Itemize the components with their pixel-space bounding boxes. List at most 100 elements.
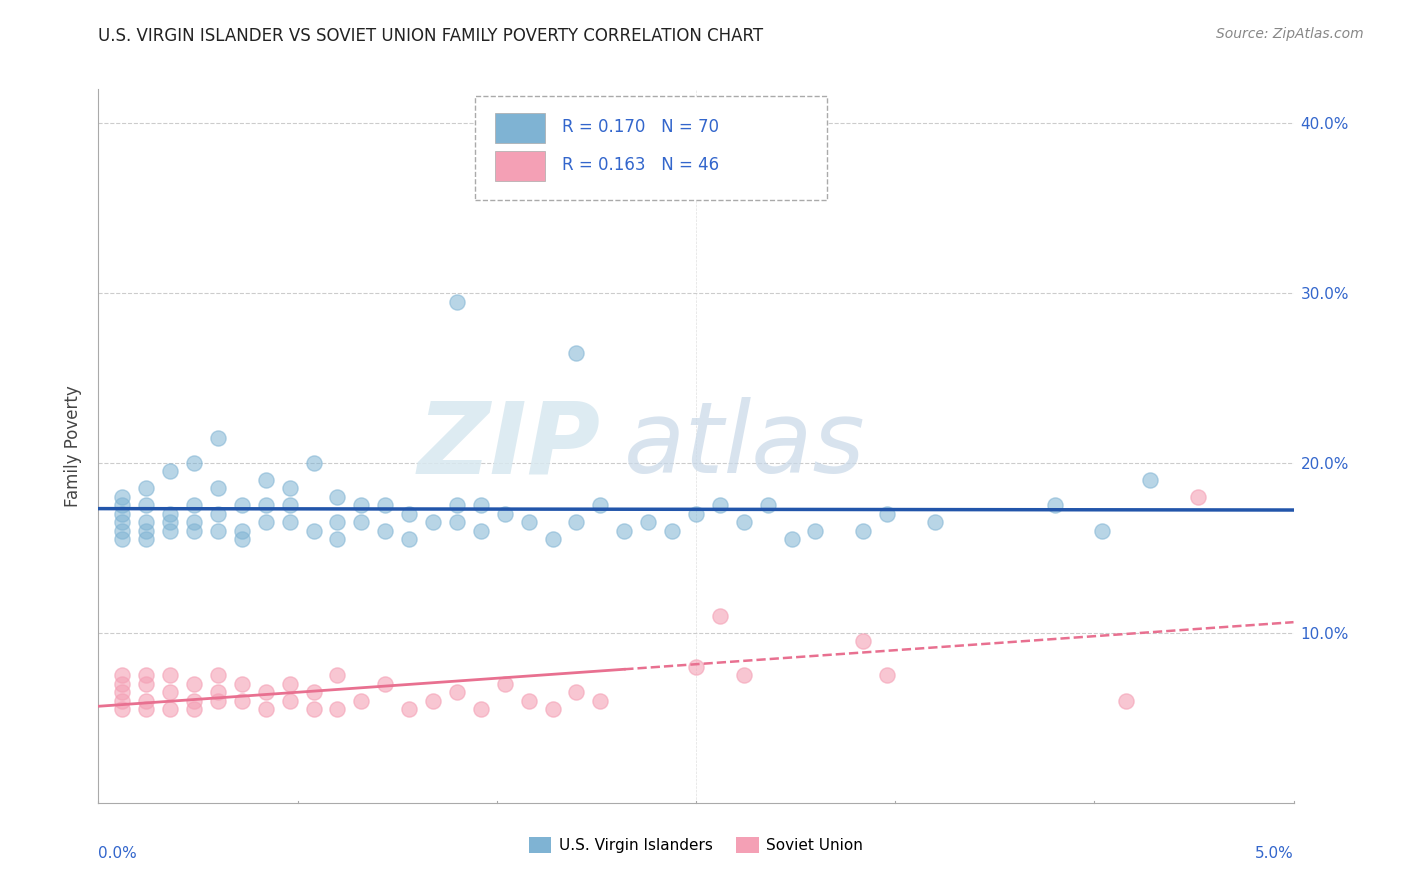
Point: [159, 702, 181, 716]
Point: [398, 702, 420, 716]
Point: [326, 702, 349, 716]
Point: [565, 516, 588, 530]
Point: [709, 608, 731, 623]
Text: R = 0.170   N = 70: R = 0.170 N = 70: [562, 118, 718, 136]
Point: [565, 345, 588, 359]
Point: [254, 473, 277, 487]
Point: [111, 499, 134, 513]
Point: [852, 524, 875, 538]
Point: [278, 694, 301, 708]
Text: ZIP: ZIP: [418, 398, 600, 494]
Point: [326, 668, 349, 682]
Point: [374, 499, 396, 513]
Point: [398, 507, 420, 521]
Point: [135, 677, 157, 691]
Point: [804, 524, 827, 538]
Point: [159, 516, 181, 530]
Point: [876, 507, 898, 521]
Point: [852, 634, 875, 648]
Point: [278, 499, 301, 513]
Point: [207, 694, 229, 708]
Y-axis label: Family Poverty: Family Poverty: [65, 385, 83, 507]
Point: [494, 677, 516, 691]
Point: [517, 694, 540, 708]
Point: [326, 516, 349, 530]
Point: [159, 524, 181, 538]
Point: [1043, 499, 1066, 513]
Point: [398, 533, 420, 547]
Point: [350, 516, 373, 530]
Point: [1115, 694, 1137, 708]
Point: [111, 524, 134, 538]
Point: [302, 524, 325, 538]
Point: [183, 677, 205, 691]
Text: 0.0%: 0.0%: [98, 846, 138, 861]
Point: [254, 702, 277, 716]
Point: [278, 516, 301, 530]
Point: [183, 694, 205, 708]
Point: [111, 533, 134, 547]
Point: [135, 533, 157, 547]
Point: [1187, 490, 1209, 504]
Point: [231, 694, 253, 708]
Point: [374, 524, 396, 538]
Legend: U.S. Virgin Islanders, Soviet Union: U.S. Virgin Islanders, Soviet Union: [523, 831, 869, 859]
Point: [135, 516, 157, 530]
Text: 5.0%: 5.0%: [1254, 846, 1294, 861]
Point: [302, 685, 325, 699]
Point: [326, 533, 349, 547]
Point: [231, 524, 253, 538]
Point: [207, 507, 229, 521]
Point: [135, 694, 157, 708]
Point: [254, 516, 277, 530]
Point: [278, 677, 301, 691]
Point: [111, 668, 134, 682]
Point: [135, 499, 157, 513]
Point: [254, 499, 277, 513]
Text: atlas: atlas: [624, 398, 866, 494]
Point: [446, 294, 468, 309]
Point: [565, 685, 588, 699]
Point: [183, 499, 205, 513]
Point: [183, 702, 205, 716]
Point: [613, 524, 636, 538]
Point: [1139, 473, 1161, 487]
Point: [350, 694, 373, 708]
Point: [207, 482, 229, 496]
Point: [661, 524, 683, 538]
Point: [494, 507, 516, 521]
Point: [541, 533, 564, 547]
Point: [231, 677, 253, 691]
Point: [111, 507, 134, 521]
Point: [470, 499, 492, 513]
Point: [231, 499, 253, 513]
Point: [541, 702, 564, 716]
Point: [470, 702, 492, 716]
Bar: [495, 151, 546, 180]
Point: [111, 694, 134, 708]
Point: [589, 499, 612, 513]
Point: [517, 516, 540, 530]
Point: [422, 694, 444, 708]
Text: U.S. VIRGIN ISLANDER VS SOVIET UNION FAMILY POVERTY CORRELATION CHART: U.S. VIRGIN ISLANDER VS SOVIET UNION FAM…: [98, 27, 763, 45]
Point: [111, 702, 134, 716]
Point: [111, 516, 134, 530]
Point: [183, 456, 205, 470]
Point: [111, 685, 134, 699]
Point: [709, 499, 731, 513]
Point: [637, 516, 659, 530]
Point: [278, 482, 301, 496]
Point: [135, 668, 157, 682]
Point: [183, 524, 205, 538]
Point: [207, 668, 229, 682]
Point: [756, 499, 779, 513]
Point: [302, 456, 325, 470]
Point: [183, 516, 205, 530]
Point: [1091, 524, 1114, 538]
Point: [135, 482, 157, 496]
Point: [254, 685, 277, 699]
Point: [302, 702, 325, 716]
Bar: [495, 112, 546, 143]
Point: [207, 685, 229, 699]
Point: [422, 516, 444, 530]
